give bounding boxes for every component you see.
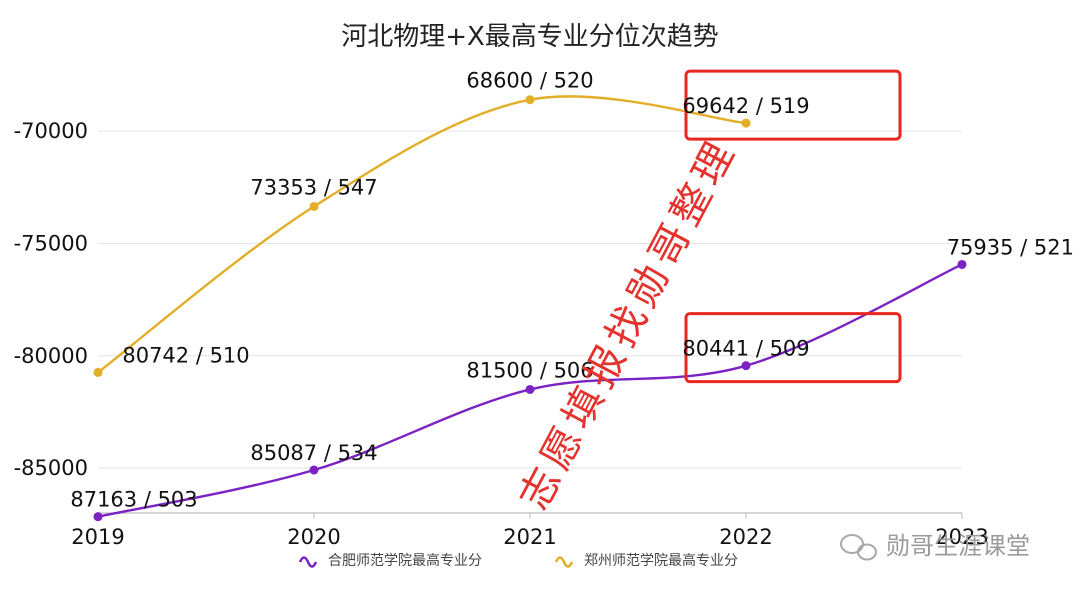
y-tick-label: -70000 — [14, 119, 88, 143]
data-label: 87163 / 503 — [70, 488, 197, 512]
y-tick-label: -80000 — [14, 344, 88, 368]
data-label: 75935 / 521 — [947, 235, 1074, 259]
data-label: 81500 / 506 — [466, 358, 593, 382]
highlight-box — [684, 312, 902, 384]
data-label: 73353 / 547 — [250, 175, 377, 199]
series-lines — [93, 95, 967, 522]
y-tick-label: -85000 — [14, 456, 88, 480]
x-axis: 2019 2020 2021 2022 2023 — [71, 512, 989, 549]
legend-item-0[interactable]: 合肥师范学院最高专业分 — [328, 552, 482, 569]
data-point[interactable] — [741, 361, 751, 371]
highlight-box — [684, 69, 902, 141]
data-label: 80441 / 509 — [682, 337, 809, 361]
watermark-text: 志愿填报找勋哥整理 — [511, 130, 746, 517]
highlight-boxes — [684, 69, 902, 384]
x-tick-label: 2022 — [719, 525, 772, 549]
gridlines — [98, 130, 962, 469]
x-tick-label: 2021 — [503, 525, 556, 549]
legend-marker-0 — [298, 556, 318, 568]
x-tick-label: 2023 — [935, 525, 988, 549]
data-point[interactable] — [741, 118, 751, 128]
data-label: 80742 / 510 — [122, 343, 249, 367]
data-point[interactable] — [309, 201, 319, 211]
x-tick-label: 2020 — [287, 525, 340, 549]
chart-title: 河北物理+X最高专业分位次趋势 — [341, 22, 719, 52]
data-point[interactable] — [525, 384, 535, 394]
data-point[interactable] — [93, 512, 103, 522]
data-label: 69642 / 519 — [682, 94, 809, 118]
data-point[interactable] — [309, 465, 319, 475]
y-axis: -70000 -75000 -80000 -85000 — [14, 119, 88, 480]
data-label: 68600 / 520 — [466, 69, 593, 93]
data-point[interactable] — [957, 259, 967, 269]
data-label: 85087 / 534 — [250, 441, 377, 465]
legend[interactable]: 合肥师范学院最高专业分 郑州师范学院最高专业分 — [298, 552, 738, 569]
data-labels: 87163 / 503 85087 / 534 81500 / 506 80441 /… — [70, 69, 1074, 512]
chat-bubble-icon — [840, 534, 877, 561]
legend-item-1[interactable]: 郑州师范学院最高专业分 — [584, 552, 738, 569]
data-point[interactable] — [525, 95, 535, 105]
y-tick-label: -75000 — [14, 231, 88, 255]
legend-marker-1 — [554, 556, 574, 568]
series-line-1 — [97, 95, 747, 374]
brand-logo: 勋哥生涯课堂 — [840, 532, 1030, 561]
brand-name: 勋哥生涯课堂 — [886, 532, 1030, 560]
x-tick-label: 2019 — [71, 525, 124, 549]
data-point[interactable] — [93, 367, 103, 377]
